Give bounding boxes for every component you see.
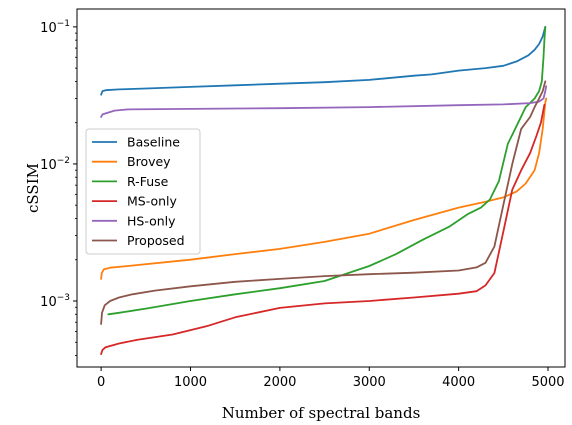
legend-label: MS-only [127, 194, 178, 209]
legend-label: R-Fuse [127, 174, 169, 189]
x-tick-label: 3000 [353, 375, 386, 390]
x-tick-label: 2000 [263, 375, 296, 390]
y-axis-label: cSSIM [24, 163, 42, 213]
x-tick-label: 1000 [174, 375, 207, 390]
series-line-5 [100, 80, 547, 325]
x-axis-label: Number of spectral bands [222, 404, 421, 422]
legend-label: Brovey [127, 154, 171, 169]
y-tick-label: 10−3 [40, 293, 70, 310]
y-tick-label: 10−2 [40, 156, 70, 173]
plot-frame [76, 8, 566, 368]
series-lines [100, 26, 548, 355]
series-line-0 [100, 26, 547, 96]
x-tick-label: 4000 [442, 375, 475, 390]
legend-box [85, 128, 201, 255]
legend: Baseline Brovey R-Fuse MS-only HS-only Propos… [85, 128, 201, 255]
x-axis-ticks: 0 1000 2000 3000 4000 5000 [97, 367, 565, 390]
legend-label: Baseline [127, 135, 180, 150]
y-tick-label: 10−1 [40, 19, 70, 36]
legend-label: HS-only [127, 213, 176, 228]
series-line-2 [107, 26, 547, 316]
y-axis-ticks: 10−3 10−2 10−1 [40, 19, 77, 356]
x-tick-label: 5000 [531, 375, 564, 390]
series-line-3 [100, 103, 546, 355]
series-line-1 [100, 97, 548, 280]
x-tick-label: 0 [97, 375, 105, 390]
legend-label: Proposed [127, 233, 185, 248]
series-line-4 [100, 85, 548, 118]
